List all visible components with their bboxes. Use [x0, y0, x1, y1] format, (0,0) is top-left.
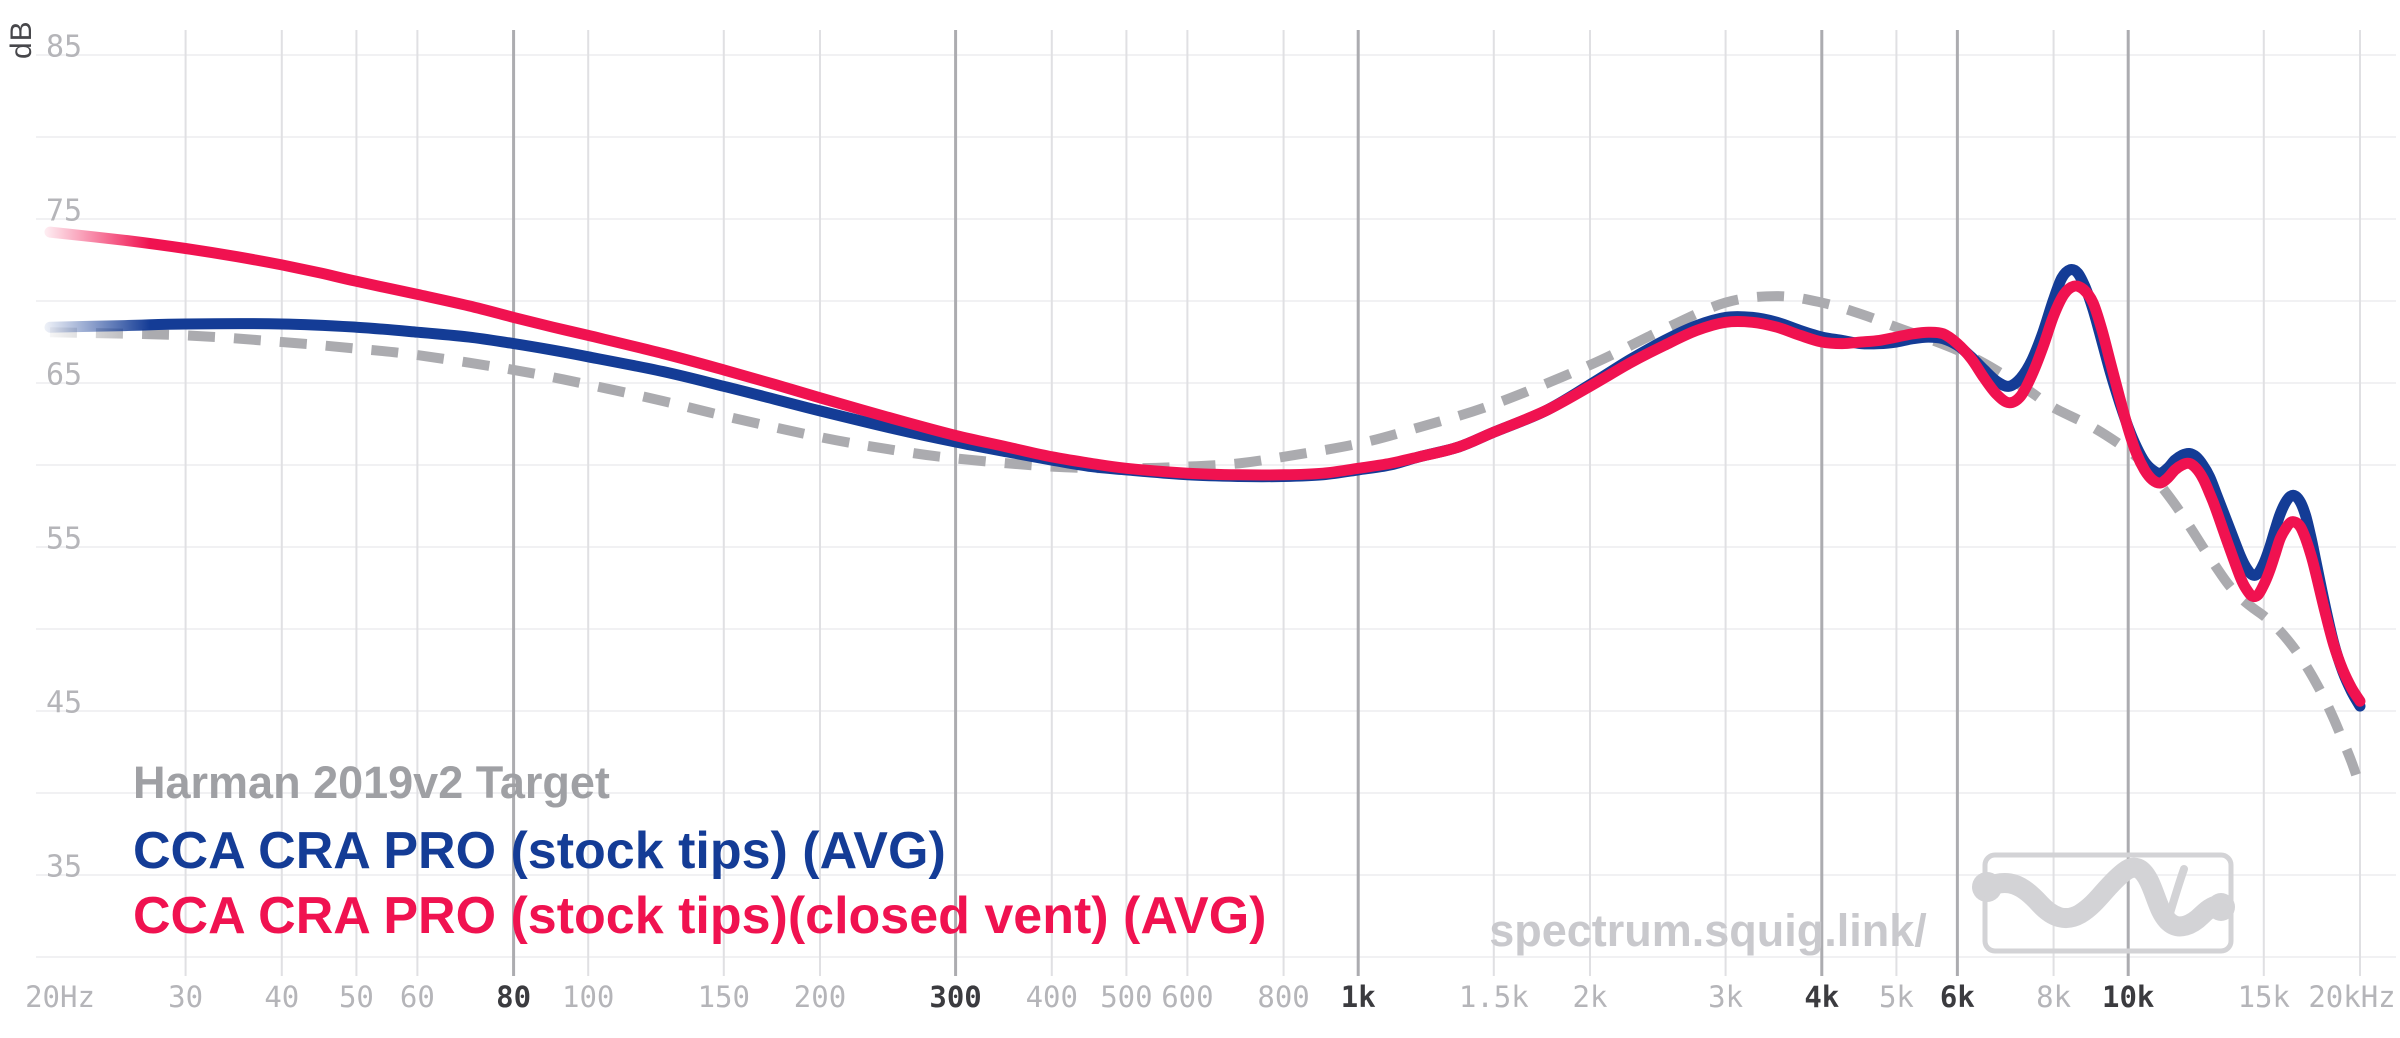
legend-item-cra-pro-closed-vent[interactable]: CCA CRA PRO (stock tips)(closed vent) (A… [133, 887, 1267, 945]
x-tick-100: 100 [562, 980, 614, 1014]
x-tick-1k: 1k [1341, 980, 1376, 1014]
curve-harman-target [49, 291, 2365, 789]
horizontal-gridlines [36, 54, 2396, 958]
x-tick-10k: 10k [2102, 980, 2154, 1014]
x-tick-6k: 6k [1940, 980, 1975, 1014]
x-tick-800: 800 [1257, 980, 1309, 1014]
x-tick-200: 200 [794, 980, 846, 1014]
x-tick-15k: 15k [2238, 980, 2291, 1014]
y-tick-75: 75 [46, 194, 82, 229]
legend-item-cra-pro-stock-tips[interactable]: CCA CRA PRO (stock tips) (AVG) [133, 822, 946, 880]
x-tick-3k: 3k [1708, 980, 1743, 1014]
x-tick-80: 80 [496, 980, 531, 1014]
x-tick-40: 40 [264, 980, 299, 1014]
x-tick-20Hz: 20Hz [25, 980, 95, 1014]
x-tick-500: 500 [1100, 980, 1152, 1014]
db-unit-label: dB [5, 20, 38, 59]
x-tick-300: 300 [929, 980, 981, 1014]
x-tick-150: 150 [698, 980, 750, 1014]
x-tick-8k: 8k [2036, 980, 2071, 1014]
y-tick-35: 35 [46, 850, 82, 885]
watermark-link[interactable]: spectrum.squig.link/ [1489, 905, 1927, 956]
y-tick-85: 85 [46, 30, 82, 65]
x-tick-1.5k: 1.5k [1459, 980, 1529, 1014]
vertical-gridlines [184, 30, 2361, 976]
curve-cra-pro-closed-vent [44, 226, 2366, 707]
squiglink-logo-icon [1972, 852, 2235, 954]
x-tick-5k: 5k [1879, 980, 1914, 1014]
x-tick-400: 400 [1026, 980, 1078, 1014]
y-tick-55: 55 [46, 522, 82, 557]
x-tick-600: 600 [1161, 980, 1213, 1014]
y-tick-45: 45 [46, 686, 82, 721]
x-tick-4k: 4k [1804, 980, 1839, 1014]
x-tick-60: 60 [400, 980, 435, 1014]
y-tick-65: 65 [46, 358, 82, 393]
x-tick-50: 50 [339, 980, 374, 1014]
x-tick-30: 30 [168, 980, 203, 1014]
y-axis-tick-labels: 85 75 65 55 45 35 [46, 30, 82, 885]
curve-cra-pro-stock-tips [44, 264, 2366, 712]
x-tick-20kHz: 20kHz [2308, 980, 2395, 1014]
x-axis-tick-labels: 20Hz 30 40 50 60 80 100 150 200 300 400 500 600 800 1k… [25, 980, 2396, 1014]
x-tick-2k: 2k [1573, 980, 1608, 1014]
response-curves [44, 226, 2366, 789]
legend-item-harman-target[interactable]: Harman 2019v2 Target [133, 757, 610, 808]
